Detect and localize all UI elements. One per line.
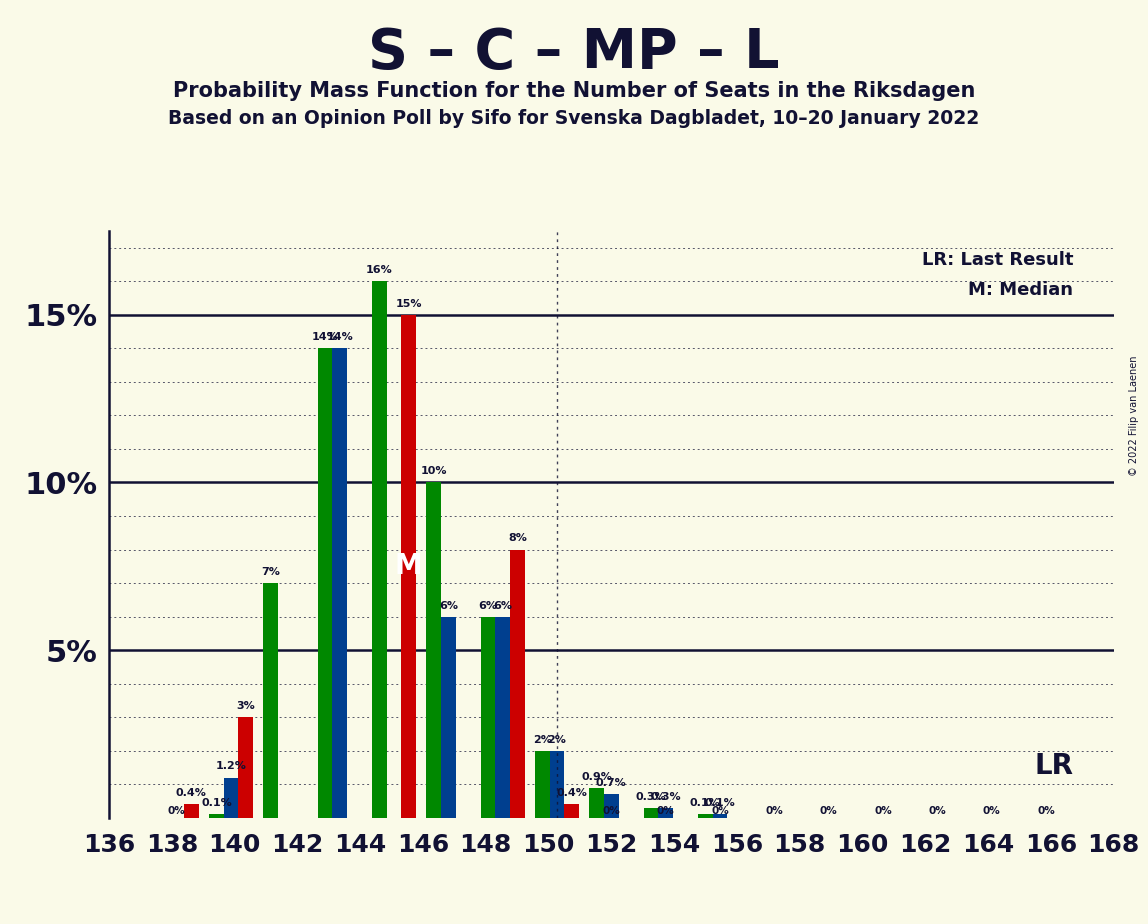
Text: Based on an Opinion Poll by Sifo for Svenska Dagbladet, 10–20 January 2022: Based on an Opinion Poll by Sifo for Sve… <box>169 109 979 128</box>
Text: 0%: 0% <box>1037 806 1055 816</box>
Text: 6%: 6% <box>439 601 458 611</box>
Bar <box>713 814 728 818</box>
Text: 0%: 0% <box>874 806 892 816</box>
Text: 0%: 0% <box>711 806 729 816</box>
Bar <box>495 616 510 818</box>
Bar <box>263 583 278 818</box>
Text: 16%: 16% <box>366 265 393 275</box>
Text: 140: 140 <box>209 833 261 857</box>
Text: 0.3%: 0.3% <box>636 792 666 802</box>
Bar <box>481 616 495 818</box>
Bar <box>510 550 525 818</box>
Bar <box>333 348 347 818</box>
Bar <box>698 814 713 818</box>
Text: M: M <box>395 553 422 580</box>
Bar <box>209 814 224 818</box>
Text: 14%: 14% <box>326 333 354 342</box>
Text: 138: 138 <box>146 833 197 857</box>
Bar <box>604 795 619 818</box>
Text: 0.7%: 0.7% <box>596 778 627 788</box>
Text: 0.4%: 0.4% <box>176 788 207 798</box>
Bar <box>589 787 604 818</box>
Text: 14%: 14% <box>311 333 339 342</box>
Text: 166: 166 <box>1025 833 1077 857</box>
Text: 0%: 0% <box>983 806 1000 816</box>
Text: 0.1%: 0.1% <box>705 798 736 808</box>
Text: 0.1%: 0.1% <box>201 798 232 808</box>
Text: 0%: 0% <box>820 806 838 816</box>
Text: 144: 144 <box>334 833 387 857</box>
Bar <box>658 808 673 818</box>
Bar <box>550 750 565 818</box>
Text: 168: 168 <box>1087 833 1140 857</box>
Text: 162: 162 <box>899 833 952 857</box>
Text: 0.1%: 0.1% <box>690 798 721 808</box>
Text: 0.3%: 0.3% <box>650 792 681 802</box>
Text: 2%: 2% <box>548 735 566 745</box>
Text: 10%: 10% <box>420 467 447 477</box>
Text: 142: 142 <box>271 833 324 857</box>
Text: LR: LR <box>1034 752 1073 780</box>
Text: LR: Last Result: LR: Last Result <box>922 251 1073 269</box>
Text: 150: 150 <box>522 833 575 857</box>
Bar <box>318 348 333 818</box>
Text: 0%: 0% <box>929 806 946 816</box>
Bar <box>224 777 239 818</box>
Text: 136: 136 <box>83 833 135 857</box>
Text: Probability Mass Function for the Number of Seats in the Riksdagen: Probability Mass Function for the Number… <box>173 81 975 102</box>
Text: 158: 158 <box>774 833 825 857</box>
Bar <box>535 750 550 818</box>
Text: 0%: 0% <box>603 806 620 816</box>
Text: 148: 148 <box>459 833 512 857</box>
Bar <box>372 281 387 818</box>
Text: 0%: 0% <box>168 806 186 816</box>
Text: 6%: 6% <box>479 601 497 611</box>
Text: 152: 152 <box>585 833 637 857</box>
Text: 0.4%: 0.4% <box>557 788 587 798</box>
Text: 164: 164 <box>962 833 1014 857</box>
Bar <box>441 616 456 818</box>
Text: 156: 156 <box>711 833 763 857</box>
Text: 1.2%: 1.2% <box>216 761 247 772</box>
Text: 15%: 15% <box>395 298 422 309</box>
Bar <box>644 808 658 818</box>
Text: 0%: 0% <box>766 806 783 816</box>
Text: 0.9%: 0.9% <box>581 772 612 782</box>
Text: 7%: 7% <box>262 567 280 577</box>
Bar <box>402 315 416 818</box>
Text: 6%: 6% <box>494 601 512 611</box>
Text: M: Median: M: Median <box>968 281 1073 299</box>
Text: 160: 160 <box>836 833 889 857</box>
Text: 0%: 0% <box>657 806 675 816</box>
Text: 154: 154 <box>647 833 700 857</box>
Text: 8%: 8% <box>507 533 527 543</box>
Bar <box>426 482 441 818</box>
Text: S – C – MP – L: S – C – MP – L <box>369 26 779 79</box>
Bar <box>184 804 199 818</box>
Text: 2%: 2% <box>533 735 552 745</box>
Bar <box>239 717 253 818</box>
Text: © 2022 Filip van Laenen: © 2022 Filip van Laenen <box>1130 356 1139 476</box>
Text: 146: 146 <box>397 833 449 857</box>
Bar <box>565 804 579 818</box>
Text: 3%: 3% <box>236 701 255 711</box>
